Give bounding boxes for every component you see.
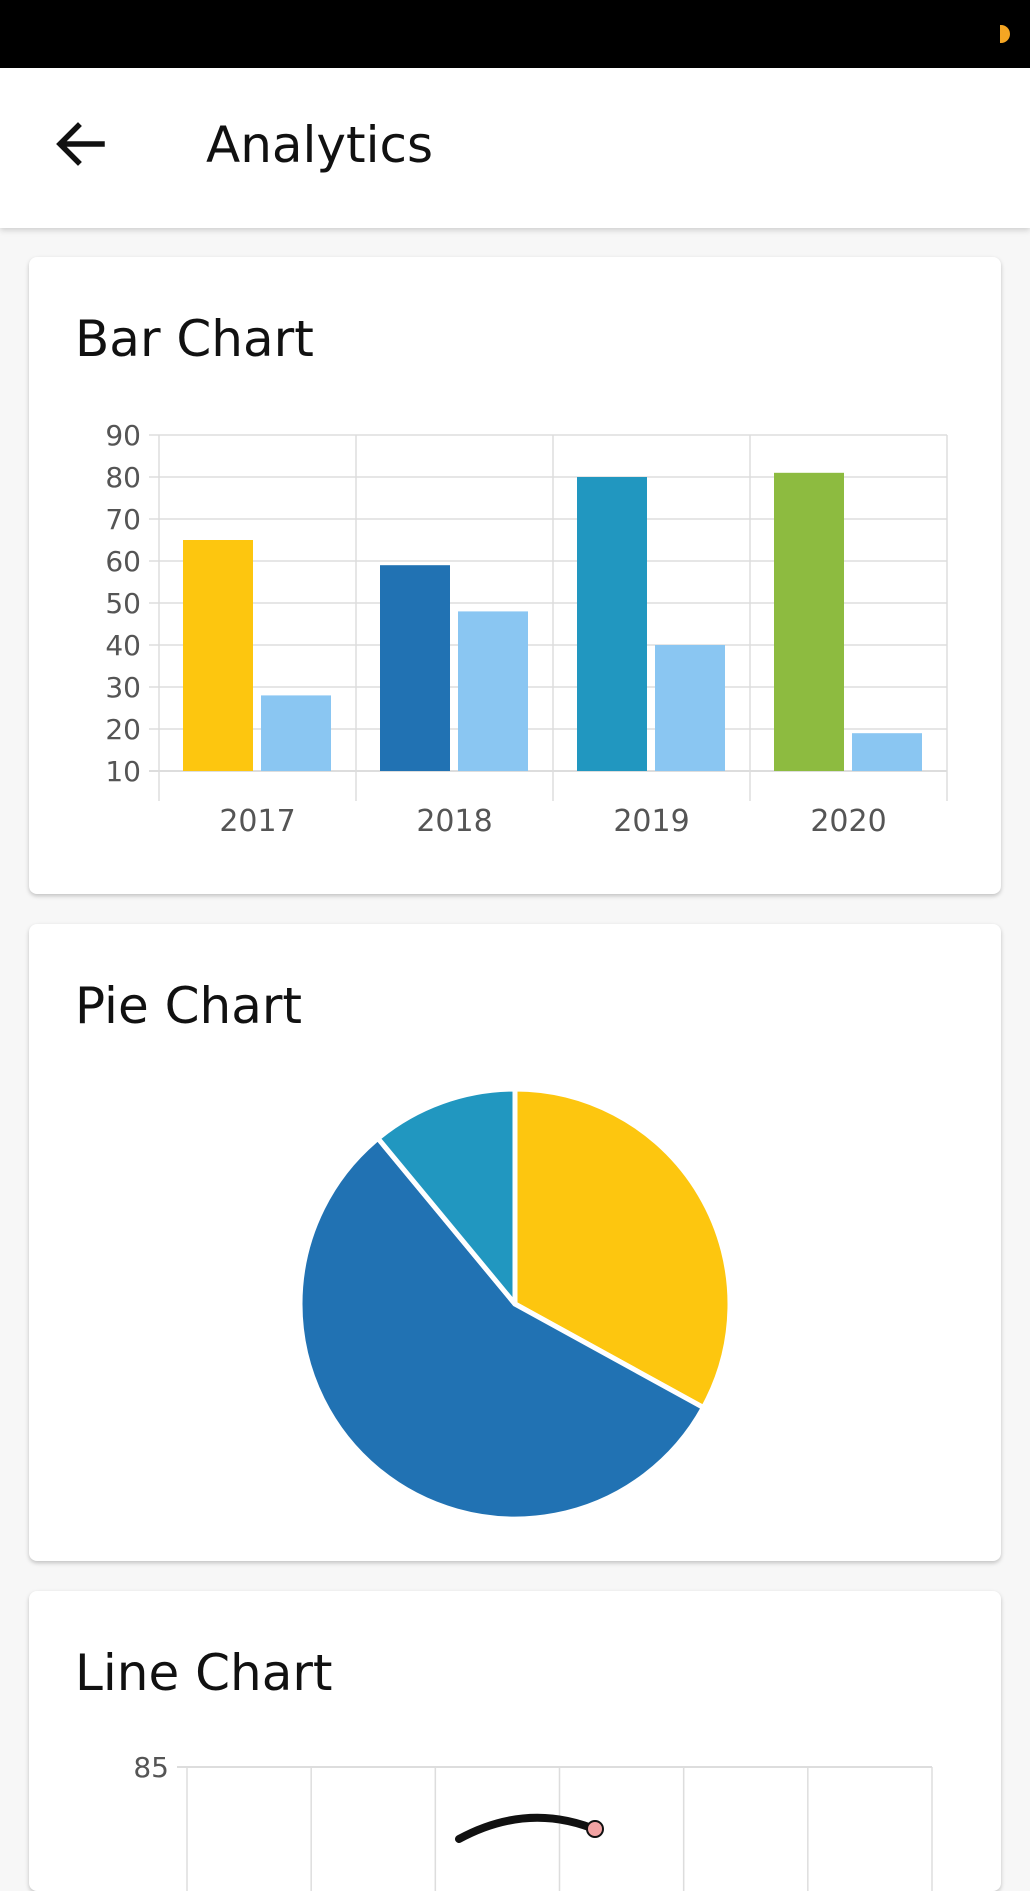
page-title: Analytics — [206, 116, 434, 174]
pie-chart-title: Pie Chart — [75, 977, 303, 1035]
pie-slice — [375, 1086, 518, 1307]
pie-slice — [297, 1135, 706, 1522]
app-bar: Analytics — [0, 68, 1030, 228]
y-tick-label: 40 — [105, 629, 141, 662]
pie-slice — [512, 1086, 733, 1411]
y-tick-label: 20 — [105, 713, 141, 746]
y-tick-label: 60 — [105, 545, 141, 578]
bar — [458, 611, 528, 771]
bar — [183, 540, 253, 771]
x-tick-label: 2019 — [613, 804, 689, 839]
y-tick-label: 10 — [105, 755, 141, 788]
y-tick-label: 30 — [105, 671, 141, 704]
y-tick-label: 80 — [105, 461, 141, 494]
bar — [380, 565, 450, 771]
back-button[interactable] — [48, 112, 112, 176]
status-bar — [0, 0, 1030, 68]
x-tick-label: 2018 — [416, 804, 492, 839]
line-point — [586, 1820, 604, 1838]
battery-indicator-icon — [1000, 25, 1010, 43]
bar — [577, 477, 647, 771]
pie-chart — [297, 1086, 733, 1522]
bar-chart: 10 20 30 40 50 60 70 80 90 2017 2018 2019 2020 — [105, 419, 948, 839]
bar — [655, 645, 725, 771]
bar-chart-card: Bar Chart 10 20 30 40 50 60 70 80 90 2017 2018 2019… — [29, 257, 1001, 894]
bar-chart-title: Bar Chart — [75, 310, 314, 368]
y-tick-label: 90 — [105, 419, 141, 452]
bar — [774, 472, 844, 771]
line-chart: 85 — [133, 1751, 933, 1891]
line-chart-card: Line Chart 85 — [29, 1591, 1001, 1891]
pie-chart-card: Pie Chart — [29, 924, 1001, 1561]
x-tick-label: 2017 — [219, 804, 295, 839]
bar — [261, 695, 331, 771]
y-tick-label: 50 — [105, 587, 141, 620]
bar — [852, 733, 922, 771]
y-tick-label: 70 — [105, 503, 141, 536]
line-chart-title: Line Chart — [75, 1644, 333, 1702]
line-series — [455, 1813, 603, 1843]
y-tick-label: 85 — [133, 1751, 169, 1784]
x-tick-label: 2020 — [810, 804, 886, 839]
arrow-left-icon — [56, 122, 105, 166]
